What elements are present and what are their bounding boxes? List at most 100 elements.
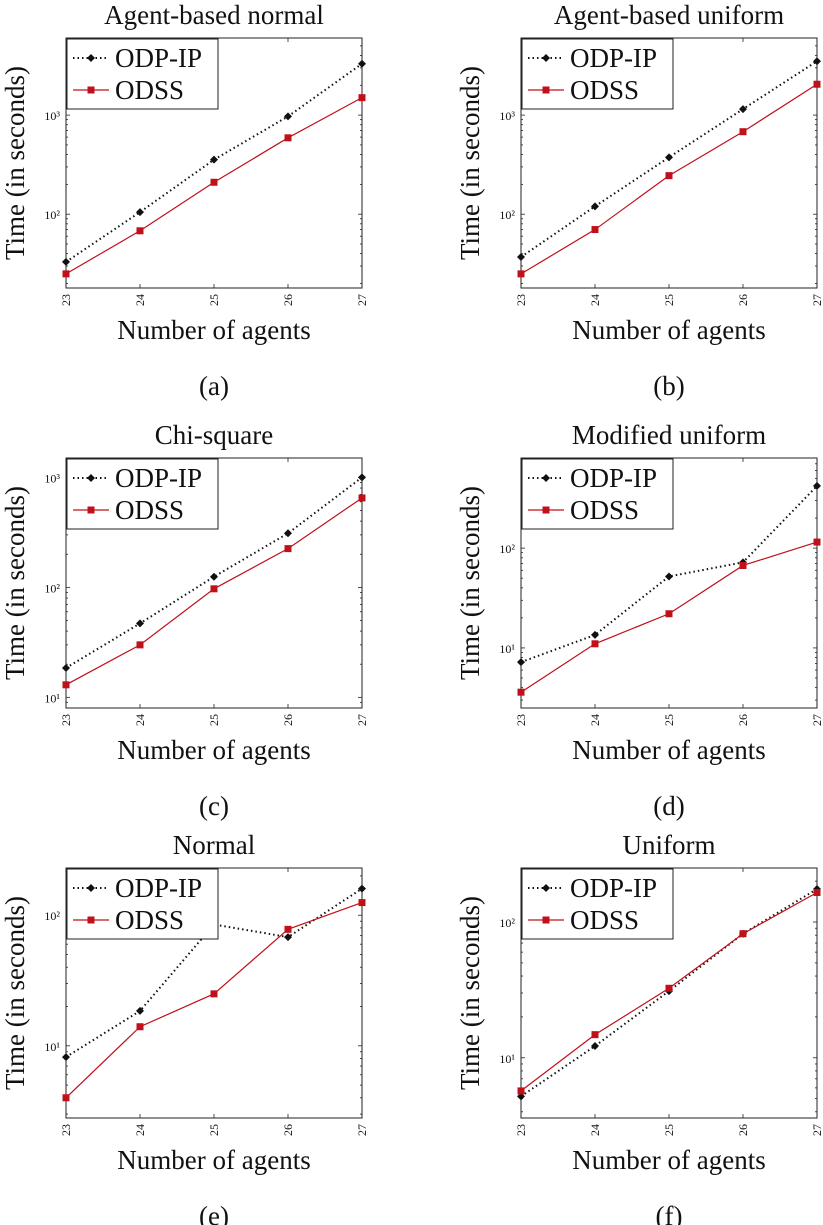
y-axis-label: Time (in seconds) <box>455 66 485 260</box>
x-tick-label: 27 <box>355 1124 369 1136</box>
x-tick-label: 24 <box>588 714 602 726</box>
data-point <box>210 585 218 593</box>
legend-marker <box>87 884 95 892</box>
legend-marker <box>87 86 95 94</box>
x-axis-label: Number of agents <box>572 1145 765 1175</box>
x-tick-label: 26 <box>736 714 750 726</box>
data-point <box>591 226 599 234</box>
y-tick-label: 10¹ <box>44 1040 60 1054</box>
x-tick-label: 24 <box>588 294 602 306</box>
chart-panel-f: Uniform 23 24 25 26 27 10¹ 10² Number of agents T… <box>455 830 823 1225</box>
y-tick-label: 10² <box>44 208 60 222</box>
data-point <box>813 538 821 546</box>
data-point <box>517 252 525 261</box>
x-tick-label: 25 <box>207 1124 221 1136</box>
data-point <box>813 481 821 490</box>
data-point <box>665 153 673 162</box>
y-axis-label: Time (in seconds) <box>455 486 485 680</box>
data-point <box>739 128 747 136</box>
legend-label: ODSS <box>570 905 639 935</box>
x-tick-label: 26 <box>281 714 295 726</box>
series-odp-ip <box>517 57 821 261</box>
x-axis-label: Number of agents <box>117 315 310 345</box>
data-point <box>210 572 218 581</box>
panel-caption: (a) <box>199 371 229 401</box>
legend-box <box>521 38 674 110</box>
data-point <box>136 208 144 217</box>
x-axis-label: Number of agents <box>572 735 765 765</box>
legend-label: ODSS <box>570 495 639 525</box>
legend-label: ODP-IP <box>570 463 657 493</box>
data-point <box>136 1006 144 1015</box>
data-point <box>136 619 144 628</box>
chart-panel-a: Agent-based normal 23 24 25 26 27 10² 10³ Number… <box>0 0 369 401</box>
chart-title: Uniform <box>623 830 716 860</box>
chart-panel-d: Modified uniform 23 24 25 26 27 10¹ 10² Number o… <box>455 420 823 821</box>
series-line <box>520 485 818 664</box>
legend-marker <box>542 474 550 482</box>
data-point <box>284 933 292 942</box>
chart-panel-e: Normal 23 24 25 26 27 10¹ 10² Number of agents Ti… <box>0 830 369 1225</box>
series-odss <box>517 538 821 696</box>
data-point <box>62 270 70 278</box>
legend-label: ODP-IP <box>115 43 202 73</box>
series-odss <box>517 888 821 1095</box>
x-tick-label: 27 <box>810 294 823 306</box>
chart-panel-b: Agent-based uniform 23 24 25 26 27 10² 10³ Numbe… <box>455 0 823 401</box>
series-line <box>520 60 818 258</box>
chart-title: Agent-based normal <box>104 0 324 30</box>
x-tick-label: 25 <box>662 1124 676 1136</box>
panel-caption: (f) <box>656 1201 683 1225</box>
legend-marker <box>87 916 95 924</box>
data-point <box>358 899 366 907</box>
x-tick-label: 27 <box>810 714 823 726</box>
legend-box <box>521 868 674 940</box>
legend-label: ODP-IP <box>570 873 657 903</box>
data-point <box>591 640 599 648</box>
y-axis-label: Time (in seconds) <box>0 66 30 260</box>
data-point <box>665 984 673 992</box>
legend-marker <box>87 474 95 482</box>
data-point <box>739 561 747 569</box>
data-point <box>591 1042 599 1051</box>
data-point <box>136 227 144 235</box>
legend-box <box>66 38 219 110</box>
x-tick-label: 24 <box>133 294 147 306</box>
series-odss <box>62 494 366 689</box>
y-axis-label: Time (in seconds) <box>0 896 30 1090</box>
y-tick-label: 10² <box>44 581 60 595</box>
data-point <box>813 80 821 88</box>
x-axis-label: Number of agents <box>117 1145 310 1175</box>
data-point <box>358 59 366 68</box>
legend-label: ODP-IP <box>115 873 202 903</box>
x-tick-label: 27 <box>810 1124 823 1136</box>
legend-marker <box>87 506 95 514</box>
x-tick-label: 27 <box>355 714 369 726</box>
data-point <box>358 494 366 502</box>
data-point <box>62 1094 70 1102</box>
legend-label: ODSS <box>115 75 184 105</box>
y-tick-label: 10² <box>499 208 515 222</box>
data-point <box>136 1023 144 1031</box>
legend-label: ODSS <box>115 495 184 525</box>
data-point <box>284 529 292 538</box>
legend-marker <box>542 916 550 924</box>
data-point <box>62 681 70 689</box>
series-odp-ip <box>62 473 366 672</box>
legend-marker <box>542 86 550 94</box>
data-point <box>591 202 599 211</box>
y-axis-label: Time (in seconds) <box>0 486 30 680</box>
chart-title: Agent-based uniform <box>554 0 784 30</box>
x-tick-label: 23 <box>59 714 73 726</box>
x-tick-label: 23 <box>514 1124 528 1136</box>
x-tick-label: 25 <box>207 714 221 726</box>
data-point <box>665 572 673 581</box>
series-odp-ip <box>62 59 366 266</box>
y-tick-label: 10³ <box>44 471 60 485</box>
series-odss <box>62 94 366 278</box>
series-line <box>65 62 363 263</box>
legend-marker <box>542 54 550 62</box>
x-tick-label: 25 <box>662 294 676 306</box>
